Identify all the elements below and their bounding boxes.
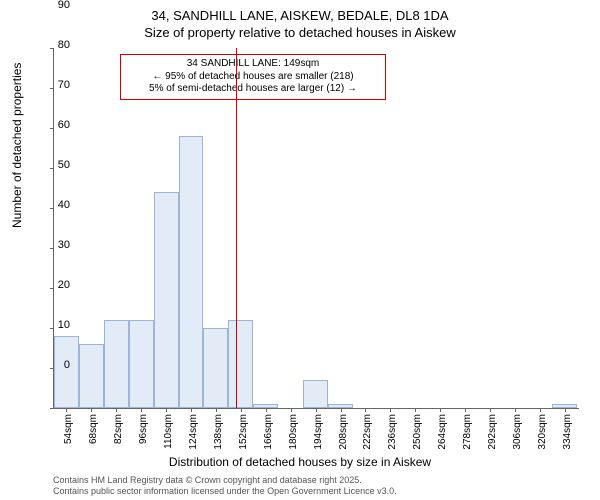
- xtick-mark: [116, 408, 117, 412]
- chart-container: 34, SANDHILL LANE, AISKEW, BEDALE, DL8 1…: [0, 0, 600, 500]
- xtick-mark: [515, 408, 516, 412]
- xtick-label: 320sqm: [537, 414, 548, 450]
- ytick-mark: [50, 168, 54, 169]
- xtick-label: 222sqm: [362, 414, 373, 450]
- xtick-label: 194sqm: [313, 414, 324, 450]
- xtick-label: 208sqm: [338, 414, 349, 450]
- xtick-label: 110sqm: [163, 414, 174, 449]
- histogram-bar: [303, 380, 328, 408]
- ytick-mark: [50, 328, 54, 329]
- xtick-mark: [141, 408, 142, 412]
- histogram-bar: [179, 136, 204, 408]
- histogram-bar: [79, 344, 104, 408]
- xtick-label: 250sqm: [412, 414, 423, 450]
- histogram-bar: [228, 320, 253, 408]
- xtick-mark: [490, 408, 491, 412]
- xtick-mark: [91, 408, 92, 412]
- annotation-box: 34 SANDHILL LANE: 149sqm ← 95% of detach…: [120, 54, 386, 100]
- xtick-mark: [266, 408, 267, 412]
- xtick-label: 236sqm: [387, 414, 398, 450]
- xtick-mark: [440, 408, 441, 412]
- plot-area: 34 SANDHILL LANE: 149sqm ← 95% of detach…: [53, 48, 579, 409]
- xtick-label: 124sqm: [188, 414, 199, 450]
- ytick-mark: [50, 128, 54, 129]
- xtick-label: 278sqm: [462, 414, 473, 450]
- ytick-mark: [50, 408, 54, 409]
- xtick-mark: [216, 408, 217, 412]
- histogram-bar: [154, 192, 179, 408]
- ytick-mark: [50, 248, 54, 249]
- ytick-mark: [50, 48, 54, 49]
- xtick-label: 68sqm: [88, 414, 99, 444]
- histogram-bar: [203, 328, 228, 408]
- footer-line-2: Contains public sector information licen…: [53, 486, 397, 497]
- title-line-1: 34, SANDHILL LANE, AISKEW, BEDALE, DL8 1…: [0, 8, 600, 25]
- xtick-mark: [565, 408, 566, 412]
- footer-line-1: Contains HM Land Registry data © Crown c…: [53, 475, 397, 486]
- xtick-label: 292sqm: [487, 414, 498, 450]
- xtick-label: 152sqm: [238, 414, 249, 450]
- xtick-label: 334sqm: [562, 414, 573, 450]
- xtick-mark: [540, 408, 541, 412]
- xtick-mark: [241, 408, 242, 412]
- xtick-label: 166sqm: [263, 414, 274, 450]
- chart-title: 34, SANDHILL LANE, AISKEW, BEDALE, DL8 1…: [0, 0, 600, 42]
- xtick-mark: [390, 408, 391, 412]
- annotation-line-1: 34 SANDHILL LANE: 149sqm: [126, 58, 380, 71]
- annotation-line-2: ← 95% of detached houses are smaller (21…: [126, 71, 380, 84]
- histogram-bar: [104, 320, 129, 408]
- x-axis-label: Distribution of detached houses by size …: [0, 455, 600, 469]
- xtick-label: 96sqm: [138, 414, 149, 444]
- xtick-mark: [166, 408, 167, 412]
- xtick-label: 82sqm: [113, 414, 124, 444]
- xtick-mark: [415, 408, 416, 412]
- xtick-mark: [465, 408, 466, 412]
- ytick-mark: [50, 88, 54, 89]
- xtick-mark: [341, 408, 342, 412]
- xtick-mark: [316, 408, 317, 412]
- histogram-bar: [129, 320, 154, 408]
- xtick-mark: [291, 408, 292, 412]
- xtick-label: 306sqm: [512, 414, 523, 450]
- ytick-mark: [50, 288, 54, 289]
- y-axis-label: Number of detached properties: [10, 63, 24, 228]
- xtick-mark: [365, 408, 366, 412]
- xtick-label: 180sqm: [288, 414, 299, 450]
- ytick-mark: [50, 208, 54, 209]
- annotation-line-3: 5% of semi-detached houses are larger (1…: [126, 83, 380, 96]
- reference-line: [236, 48, 237, 408]
- title-line-2: Size of property relative to detached ho…: [0, 25, 600, 42]
- footer-text: Contains HM Land Registry data © Crown c…: [53, 475, 397, 498]
- xtick-mark: [191, 408, 192, 412]
- ytick-label: 90: [58, 0, 70, 97]
- ytick-mark: [50, 368, 54, 369]
- xtick-label: 264sqm: [437, 414, 448, 450]
- xtick-label: 138sqm: [213, 414, 224, 450]
